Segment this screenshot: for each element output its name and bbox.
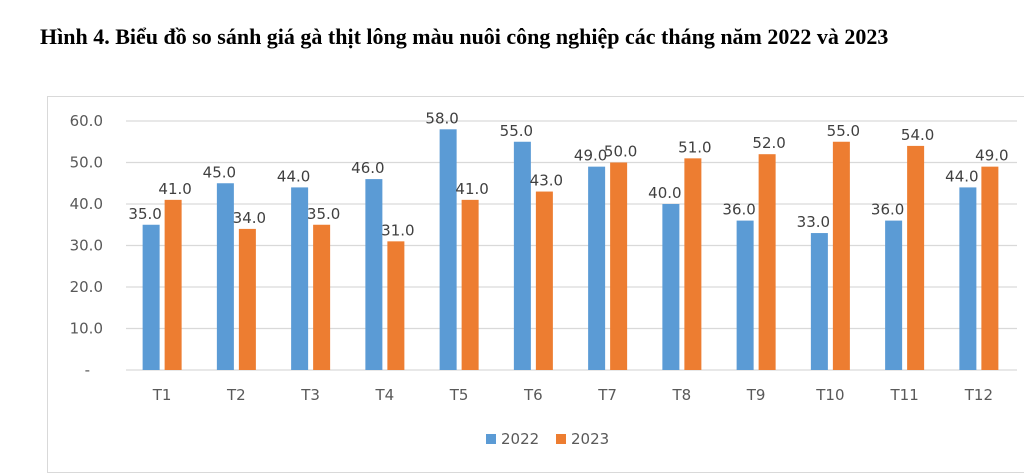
x-tick-label: T1 (152, 386, 172, 404)
x-tick-label: T3 (300, 386, 320, 404)
bar-2023 (981, 166, 999, 370)
bar-2023 (610, 162, 628, 370)
data-label-2023: 55.0 (827, 122, 860, 140)
y-tick-label: 10.0 (70, 320, 103, 338)
data-label-2023: 35.0 (307, 205, 340, 223)
data-label-2022: 40.0 (648, 184, 681, 202)
y-tick-label: 20.0 (70, 278, 103, 296)
x-tick-label: T4 (375, 386, 395, 404)
x-tick-label: T2 (226, 386, 246, 404)
bar-2022 (439, 129, 457, 370)
data-label-2022: 33.0 (797, 213, 830, 231)
y-tick-label: 40.0 (70, 195, 103, 213)
bar-2022 (736, 220, 754, 370)
x-tick-label: T7 (597, 386, 617, 404)
data-label-2022: 58.0 (425, 109, 458, 127)
data-label-2023: 49.0 (975, 147, 1008, 165)
bar-2023 (758, 154, 776, 370)
data-label-2023: 52.0 (752, 134, 785, 152)
x-tick-label: T12 (964, 386, 993, 404)
data-label-2023: 41.0 (158, 180, 191, 198)
bar-2022 (142, 224, 160, 370)
x-tick-label: T10 (815, 386, 844, 404)
bar-2022 (959, 187, 977, 370)
data-label-2022: 36.0 (871, 201, 904, 219)
bar-2023 (832, 141, 850, 370)
data-label-2023: 50.0 (604, 143, 637, 161)
data-label-2022: 44.0 (945, 167, 978, 185)
chart-border (47, 96, 1024, 473)
x-tick-label: T5 (449, 386, 469, 404)
bar-2022 (216, 183, 234, 370)
chart-title: Hình 4. Biểu đồ so sánh giá gà thịt lông… (40, 24, 889, 49)
data-label-2022: 35.0 (128, 205, 161, 223)
data-label-2022: 45.0 (203, 163, 236, 181)
bar-2023 (164, 199, 182, 370)
data-label-2022: 46.0 (351, 159, 384, 177)
data-label-2023: 54.0 (901, 126, 934, 144)
bar-2022 (588, 166, 606, 370)
data-label-2022: 36.0 (722, 201, 755, 219)
data-label-2023: 34.0 (233, 209, 266, 227)
data-label-2023: 43.0 (530, 172, 563, 190)
y-tick-label: - (85, 361, 90, 379)
y-tick-label: 60.0 (70, 112, 103, 130)
x-tick-label: T8 (672, 386, 692, 404)
bar-2023 (238, 228, 256, 370)
bar-2023 (387, 241, 405, 370)
bar-2022 (291, 187, 309, 370)
x-tick-label: T6 (523, 386, 543, 404)
legend-label-2023: 2023 (571, 430, 609, 448)
y-tick-label: 50.0 (70, 154, 103, 172)
bar-2022 (513, 141, 531, 370)
bar-2023 (907, 145, 925, 370)
bar-2023 (313, 224, 331, 370)
x-tick-label: T11 (890, 386, 919, 404)
bar-2022 (810, 233, 828, 370)
data-label-2023: 31.0 (381, 221, 414, 239)
data-label-2023: 51.0 (678, 138, 711, 156)
bar-2023 (535, 191, 553, 370)
data-label-2022: 49.0 (574, 147, 607, 165)
y-tick-label: 30.0 (70, 237, 103, 255)
bar-2022 (365, 179, 383, 370)
bar-2022 (662, 204, 680, 370)
bar-2023 (684, 158, 702, 370)
bar-2022 (885, 220, 903, 370)
legend-swatch-2022 (486, 434, 496, 444)
bar-2023 (461, 199, 479, 370)
legend-label-2022: 2022 (501, 430, 539, 448)
x-tick-label: T9 (746, 386, 766, 404)
data-label-2022: 55.0 (500, 122, 533, 140)
legend-swatch-2023 (556, 434, 566, 444)
data-label-2022: 44.0 (277, 167, 310, 185)
data-label-2023: 41.0 (455, 180, 488, 198)
